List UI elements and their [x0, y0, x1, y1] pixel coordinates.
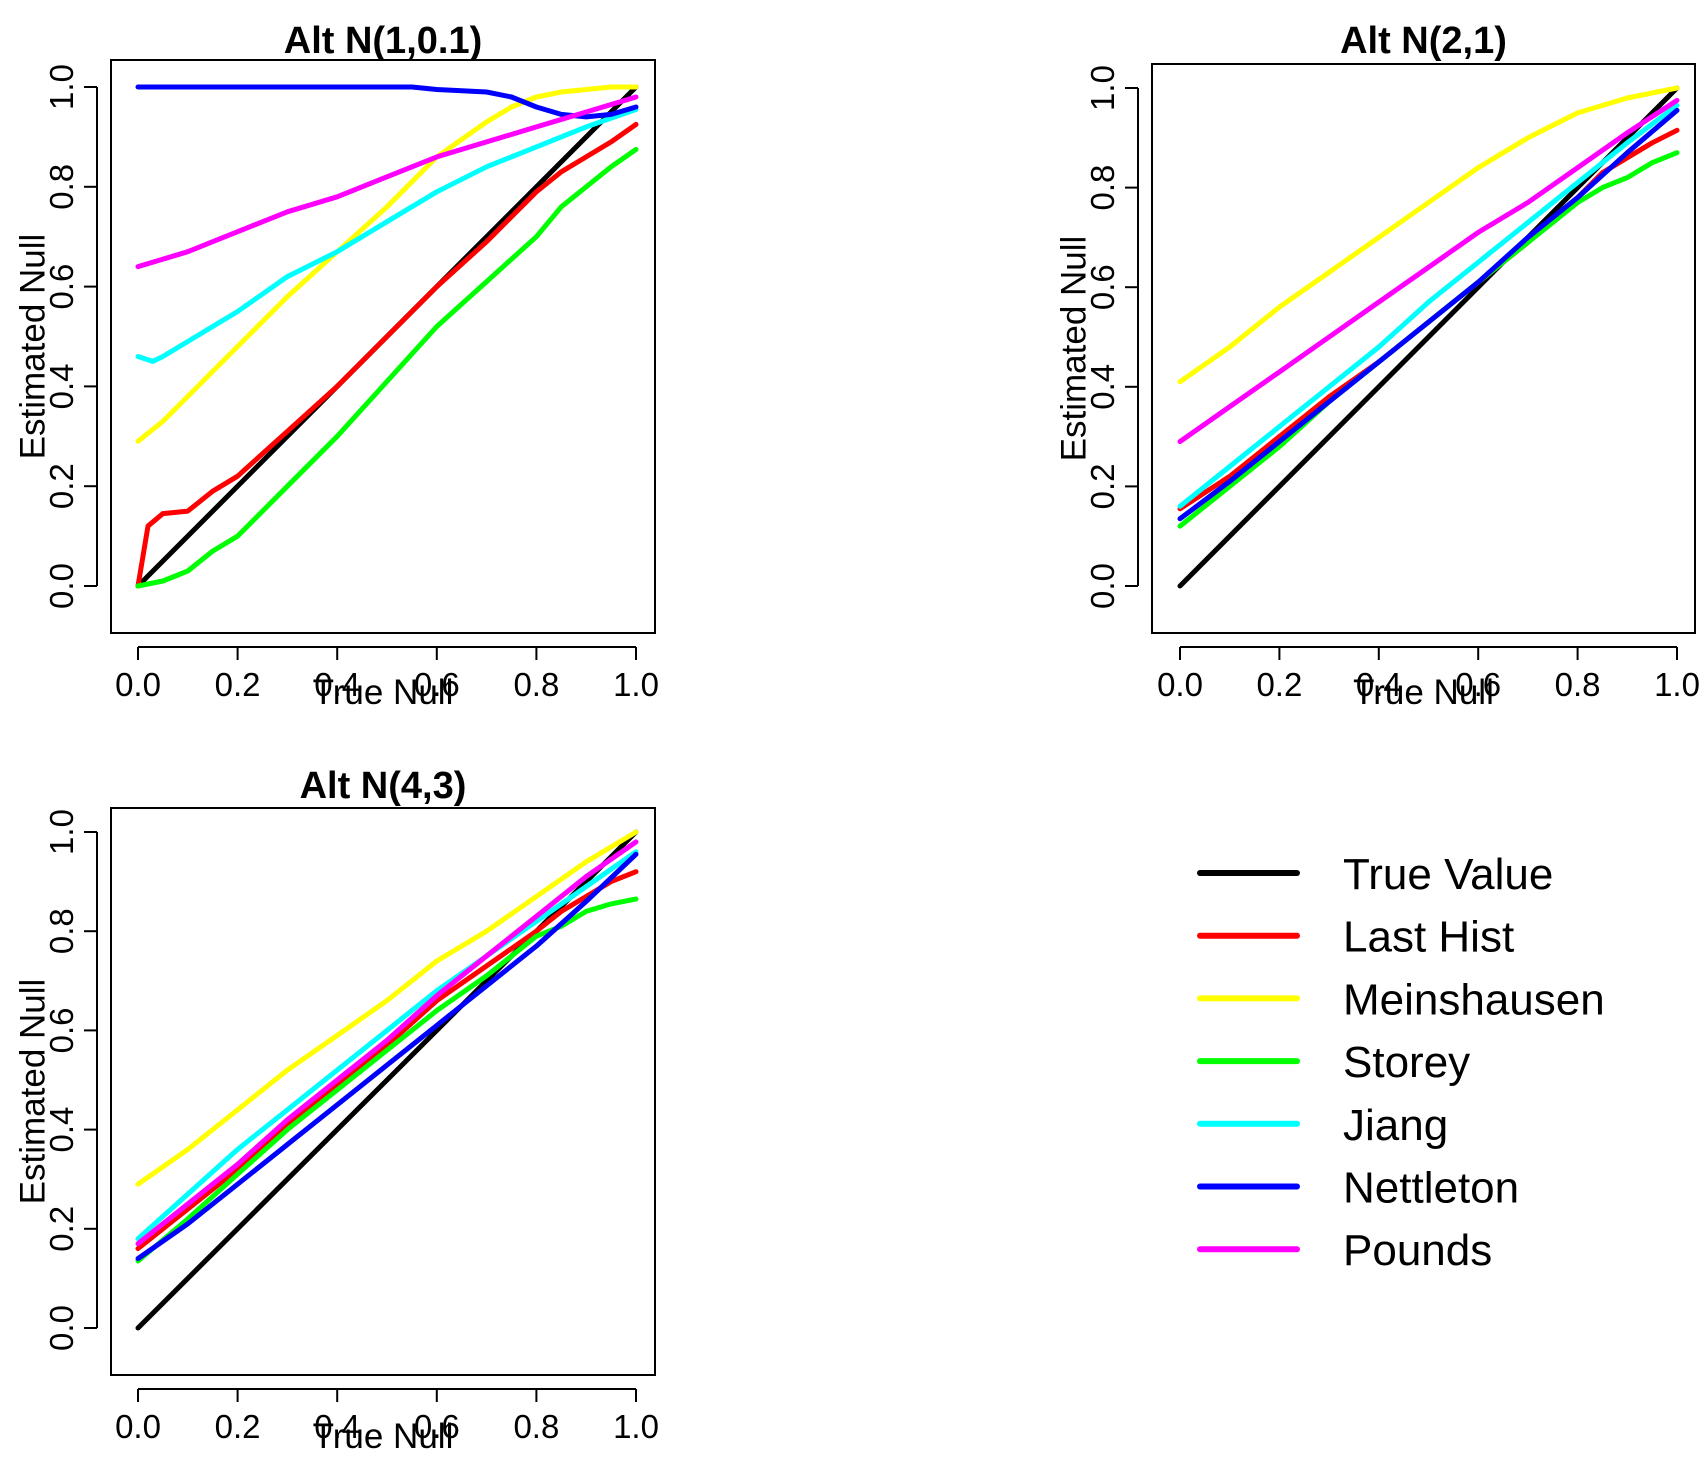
legend-item-pounds: Pounds: [1197, 1226, 1492, 1275]
series-line-jiang: [135, 849, 639, 1242]
legend: True Value Last Hist Meinshausen Storey Jian…: [1197, 850, 1605, 1275]
legend-item-meinshausen: Meinshausen: [1197, 975, 1605, 1024]
y-tick-label: 0.0: [43, 1305, 80, 1351]
y-axis-label: Estimated Null: [1054, 236, 1093, 462]
y-tick-label: 1.0: [43, 64, 80, 110]
y-tick-label: 0.8: [43, 908, 80, 954]
x-axis-label: True Null: [313, 1417, 454, 1456]
series-line-nettleton: [135, 851, 639, 1262]
legend-label: Pounds: [1343, 1226, 1492, 1275]
legend-label: Jiang: [1343, 1101, 1448, 1150]
x-axis-label: True Null: [313, 673, 454, 712]
legend-label: Last Hist: [1343, 913, 1514, 962]
series-line-storey: [135, 146, 639, 589]
legend-label: True Value: [1343, 850, 1553, 899]
x-tick-label: 0.6: [414, 666, 460, 703]
x-tick-label: 1.0: [1654, 666, 1700, 703]
x-tick-label: 0.6: [414, 1408, 460, 1445]
legend-item-last-hist: Last Hist: [1197, 913, 1514, 962]
x-tick-label: 0.2: [215, 666, 261, 703]
y-tick-label: 0.8: [43, 164, 80, 210]
y-tick-label: 0.4: [43, 1107, 80, 1153]
series-line-jiang: [1177, 102, 1680, 509]
series-line-pounds: [135, 94, 639, 270]
y-tick-label: 0.2: [1084, 463, 1121, 509]
plot-frame: [1151, 63, 1696, 634]
legend-item-true-value: True Value: [1197, 850, 1553, 899]
legend-label: Storey: [1343, 1038, 1470, 1087]
x-tick-label: 0.4: [1356, 666, 1402, 703]
x-tick-label: 0.0: [115, 666, 161, 703]
chart-title: Alt N(2,1): [1340, 20, 1507, 62]
y-tick-label: 0.0: [43, 563, 80, 609]
plot-frame: [110, 807, 656, 1376]
y-tick-label: 0.2: [43, 1206, 80, 1252]
x-axis-label: True Null: [1353, 673, 1494, 712]
y-tick-label: 0.6: [43, 1007, 80, 1053]
legend-item-nettleton: Nettleton: [1197, 1164, 1519, 1213]
series-line-meinshausen: [135, 84, 639, 444]
y-axis-label: Estimated Null: [13, 234, 52, 460]
series-line-last-hist: [135, 121, 639, 589]
chart-title: Alt N(4,3): [300, 765, 467, 807]
chart-panel-3: Alt N(4,3) 0.0 0.2 0.4 0.6 0.8 1.0 True Null 0.0…: [13, 765, 659, 1456]
x-tick-label: 0.2: [215, 1408, 261, 1445]
y-tick-label: 0.4: [43, 363, 80, 409]
x-tick-label: 0.0: [1157, 666, 1203, 703]
x-tick-label: 0.8: [513, 666, 559, 703]
legend-label: Meinshausen: [1343, 975, 1605, 1024]
series-line-nettleton: [1177, 107, 1680, 522]
y-tick-label: 0.0: [1084, 563, 1121, 609]
y-axis-label: Estimated Null: [13, 979, 52, 1205]
x-tick-label: 0.4: [314, 666, 360, 703]
x-tick-label: 0.8: [513, 1408, 559, 1445]
plot-frame: [110, 59, 656, 634]
series-line-true-value: [135, 829, 639, 1331]
chart-title: Alt N(1,0.1): [284, 20, 482, 62]
x-tick-label: 0.4: [314, 1408, 360, 1445]
x-tick-label: 1.0: [613, 1408, 659, 1445]
x-tick-label: 0.2: [1256, 666, 1302, 703]
y-tick-label: 0.4: [1084, 364, 1121, 410]
legend-label: Nettleton: [1343, 1164, 1519, 1213]
y-tick-label: 0.6: [43, 264, 80, 310]
x-tick-label: 1.0: [613, 666, 659, 703]
series-line-meinshausen: [1177, 85, 1680, 385]
y-tick-label: 0.6: [1084, 264, 1121, 310]
y-tick-label: 0.8: [1084, 165, 1121, 211]
series-line-pounds: [135, 839, 639, 1247]
series-line-pounds: [1177, 97, 1680, 445]
series-line-storey: [135, 896, 639, 1264]
series-line-jiang: [135, 107, 639, 364]
series-line-last-hist: [135, 869, 639, 1252]
legend-item-storey: Storey: [1197, 1038, 1470, 1087]
x-tick-label: 0.0: [115, 1408, 161, 1445]
x-tick-label: 0.8: [1555, 666, 1601, 703]
y-tick-label: 0.2: [43, 463, 80, 509]
y-tick-label: 1.0: [1084, 65, 1121, 111]
legend-item-jiang: Jiang: [1197, 1101, 1448, 1150]
series-line-meinshausen: [135, 829, 639, 1187]
chart-panel-2: Alt N(2,1) 0.0 0.2 0.4 0.6 0.8 1.0 True Null 0.0…: [1054, 20, 1700, 712]
y-tick-label: 1.0: [43, 809, 80, 855]
x-tick-label: 0.6: [1455, 666, 1501, 703]
